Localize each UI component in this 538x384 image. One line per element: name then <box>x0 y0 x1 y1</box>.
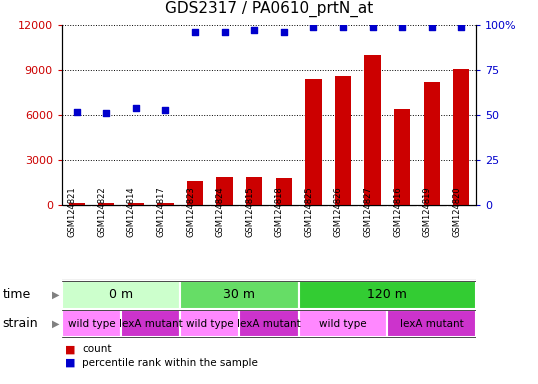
Bar <box>157 204 174 205</box>
Text: ▶: ▶ <box>52 290 59 300</box>
Bar <box>453 69 470 205</box>
Point <box>427 24 436 30</box>
Bar <box>187 181 203 205</box>
Point <box>250 27 258 33</box>
Text: GSM124826: GSM124826 <box>334 186 343 237</box>
Bar <box>387 310 476 338</box>
Text: lexA mutant: lexA mutant <box>400 318 464 329</box>
Point <box>457 24 465 30</box>
Text: wild type: wild type <box>319 318 367 329</box>
Text: 120 m: 120 m <box>367 288 407 301</box>
Text: strain: strain <box>3 317 38 330</box>
Bar <box>299 310 387 338</box>
Text: GSM124825: GSM124825 <box>305 186 313 237</box>
Text: GSM124827: GSM124827 <box>364 186 372 237</box>
Bar <box>246 177 263 205</box>
Point <box>72 109 81 115</box>
Bar <box>98 204 115 205</box>
Point <box>102 110 110 116</box>
Text: 30 m: 30 m <box>223 288 256 301</box>
Bar <box>335 76 351 205</box>
Text: GSM124822: GSM124822 <box>97 186 106 237</box>
Text: GSM124814: GSM124814 <box>127 186 136 237</box>
Text: ■: ■ <box>65 358 75 368</box>
Point <box>398 24 406 30</box>
Point <box>161 107 169 113</box>
Text: 0 m: 0 m <box>109 288 133 301</box>
Bar <box>216 177 233 205</box>
Bar <box>62 281 180 309</box>
Bar <box>305 79 322 205</box>
Bar <box>364 55 381 205</box>
Text: GSM124815: GSM124815 <box>245 186 254 237</box>
Bar <box>62 310 121 338</box>
Text: GDS2317 / PA0610_prtN_at: GDS2317 / PA0610_prtN_at <box>165 0 373 17</box>
Point <box>309 24 317 30</box>
Bar <box>423 82 440 205</box>
Text: GSM124821: GSM124821 <box>68 186 77 237</box>
Text: percentile rank within the sample: percentile rank within the sample <box>82 358 258 368</box>
Point <box>190 29 199 35</box>
Bar <box>68 203 85 205</box>
Text: lexA mutant: lexA mutant <box>119 318 182 329</box>
Bar <box>180 281 299 309</box>
Bar <box>180 310 239 338</box>
Bar <box>128 203 144 205</box>
Text: wild type: wild type <box>186 318 233 329</box>
Text: count: count <box>82 344 112 354</box>
Point <box>338 24 347 30</box>
Text: GSM124816: GSM124816 <box>393 186 402 237</box>
Bar <box>275 178 292 205</box>
Bar <box>394 109 410 205</box>
Point <box>220 29 229 35</box>
Bar <box>299 281 476 309</box>
Text: time: time <box>3 288 31 301</box>
Text: GSM124819: GSM124819 <box>423 186 431 237</box>
Text: GSM124820: GSM124820 <box>452 186 461 237</box>
Point <box>279 29 288 35</box>
Text: GSM124817: GSM124817 <box>157 186 166 237</box>
Point <box>368 24 377 30</box>
Point <box>131 105 140 111</box>
Text: GSM124818: GSM124818 <box>275 186 284 237</box>
Bar <box>121 310 180 338</box>
Text: ■: ■ <box>65 344 75 354</box>
Text: lexA mutant: lexA mutant <box>237 318 301 329</box>
Bar <box>239 310 299 338</box>
Text: ▶: ▶ <box>52 318 59 329</box>
Text: wild type: wild type <box>68 318 115 329</box>
Text: GSM124824: GSM124824 <box>216 186 225 237</box>
Text: GSM124823: GSM124823 <box>186 186 195 237</box>
